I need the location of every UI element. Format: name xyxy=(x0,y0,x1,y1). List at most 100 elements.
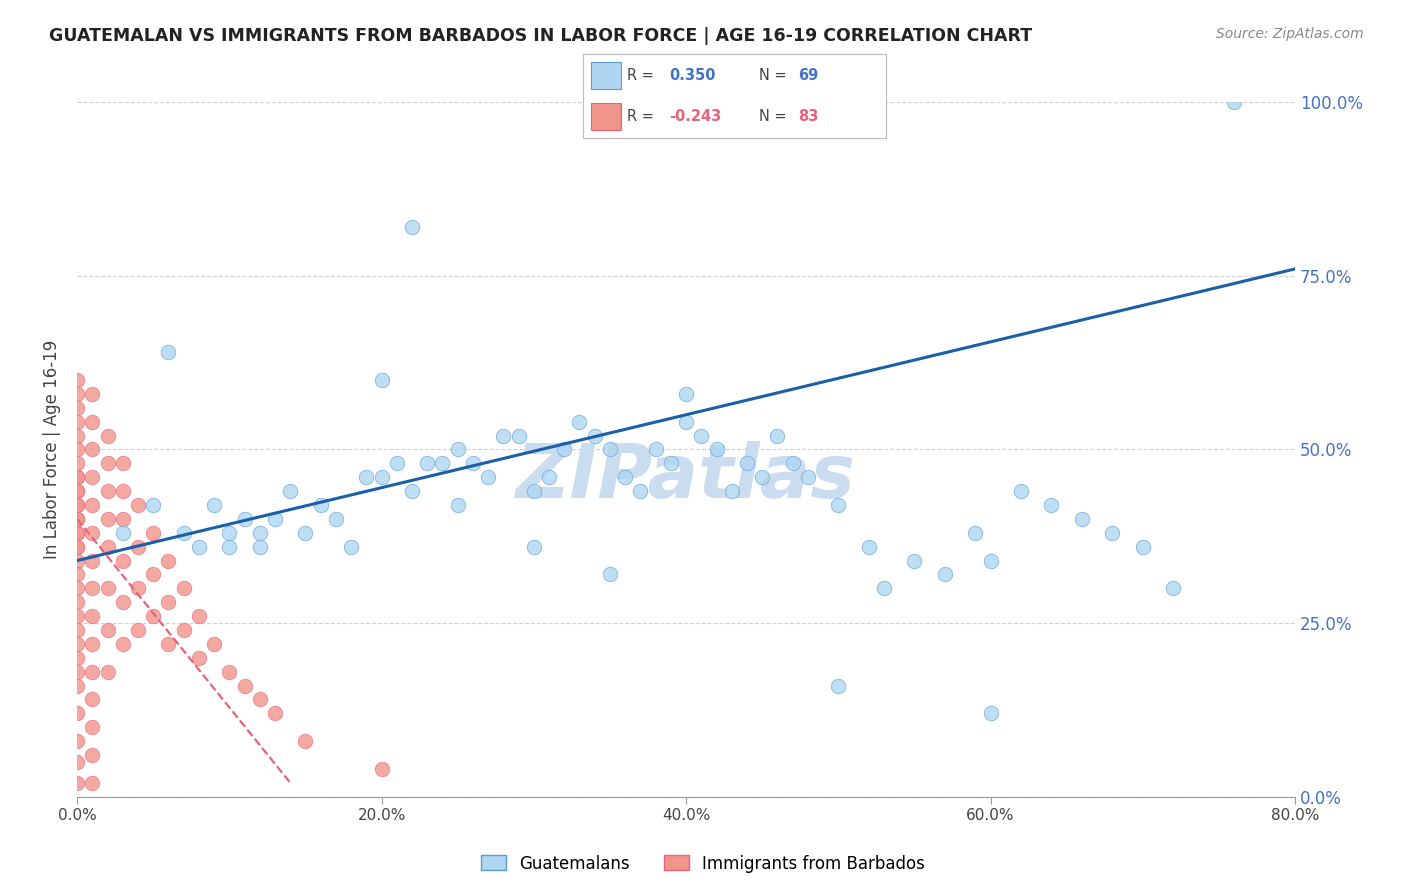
Point xyxy=(370,373,392,387)
Point xyxy=(96,665,118,679)
Point xyxy=(66,525,89,540)
Point xyxy=(233,512,256,526)
Point xyxy=(980,553,1002,567)
Text: Source: ZipAtlas.com: Source: ZipAtlas.com xyxy=(1216,27,1364,41)
Point xyxy=(385,456,408,470)
Point xyxy=(96,428,118,442)
Point xyxy=(111,456,134,470)
Point xyxy=(553,442,575,457)
Point xyxy=(66,470,89,484)
Point xyxy=(537,470,560,484)
Point xyxy=(66,484,89,499)
Point xyxy=(96,582,118,596)
Point xyxy=(66,442,89,457)
Point xyxy=(644,442,666,457)
Point xyxy=(66,609,89,624)
Point xyxy=(142,609,165,624)
Point xyxy=(96,540,118,554)
Point xyxy=(309,498,332,512)
Text: 69: 69 xyxy=(799,68,818,83)
Text: GUATEMALAN VS IMMIGRANTS FROM BARBADOS IN LABOR FORCE | AGE 16-19 CORRELATION CH: GUATEMALAN VS IMMIGRANTS FROM BARBADOS I… xyxy=(49,27,1032,45)
Point xyxy=(568,415,591,429)
Point xyxy=(218,525,240,540)
Point xyxy=(82,387,104,401)
Point xyxy=(66,512,89,526)
Point xyxy=(980,706,1002,721)
Point xyxy=(797,470,820,484)
Text: N =: N = xyxy=(759,109,786,124)
Point xyxy=(111,553,134,567)
Point xyxy=(142,498,165,512)
Point xyxy=(66,623,89,637)
Point xyxy=(294,734,316,748)
Point xyxy=(66,650,89,665)
Point xyxy=(66,595,89,609)
Point xyxy=(96,456,118,470)
Point xyxy=(249,692,271,706)
Point xyxy=(432,456,454,470)
Point xyxy=(66,706,89,721)
Point xyxy=(82,720,104,734)
Point xyxy=(66,540,89,554)
Point xyxy=(111,525,134,540)
Point xyxy=(858,540,880,554)
Point xyxy=(827,498,849,512)
Point xyxy=(157,595,180,609)
Point xyxy=(903,553,925,567)
Point xyxy=(66,456,89,470)
Point xyxy=(66,525,89,540)
Point xyxy=(766,428,789,442)
Point xyxy=(233,679,256,693)
Point xyxy=(96,623,118,637)
Point xyxy=(82,609,104,624)
Point xyxy=(66,734,89,748)
Point xyxy=(142,567,165,582)
Point xyxy=(782,456,804,470)
Point xyxy=(690,428,713,442)
Point xyxy=(1223,95,1246,110)
Point xyxy=(111,637,134,651)
Point xyxy=(614,470,637,484)
Point xyxy=(523,484,546,499)
Point xyxy=(508,428,530,442)
Point xyxy=(66,498,89,512)
Point xyxy=(401,484,423,499)
Point xyxy=(1161,582,1184,596)
Point xyxy=(599,442,621,457)
Point xyxy=(416,456,439,470)
Point xyxy=(66,428,89,442)
Point xyxy=(599,567,621,582)
Point xyxy=(66,567,89,582)
Point xyxy=(1070,512,1092,526)
Point xyxy=(111,484,134,499)
Point xyxy=(66,415,89,429)
Point xyxy=(66,637,89,651)
FancyBboxPatch shape xyxy=(591,62,621,89)
Point xyxy=(82,442,104,457)
Point xyxy=(1132,540,1154,554)
Point xyxy=(827,679,849,693)
Point xyxy=(873,582,896,596)
Point xyxy=(401,220,423,235)
Text: 0.350: 0.350 xyxy=(669,68,716,83)
Point xyxy=(628,484,651,499)
Point xyxy=(249,525,271,540)
Point xyxy=(66,373,89,387)
Text: -0.243: -0.243 xyxy=(669,109,721,124)
Point xyxy=(82,415,104,429)
Point xyxy=(340,540,363,554)
Point xyxy=(82,747,104,762)
Point xyxy=(1010,484,1032,499)
Point xyxy=(66,470,89,484)
Point xyxy=(66,582,89,596)
Point xyxy=(583,428,606,442)
Point xyxy=(187,540,209,554)
Point xyxy=(325,512,347,526)
Point xyxy=(66,387,89,401)
Point xyxy=(461,456,484,470)
Point xyxy=(66,512,89,526)
Point xyxy=(66,679,89,693)
Point xyxy=(447,442,470,457)
Point xyxy=(157,345,180,359)
Point xyxy=(218,665,240,679)
